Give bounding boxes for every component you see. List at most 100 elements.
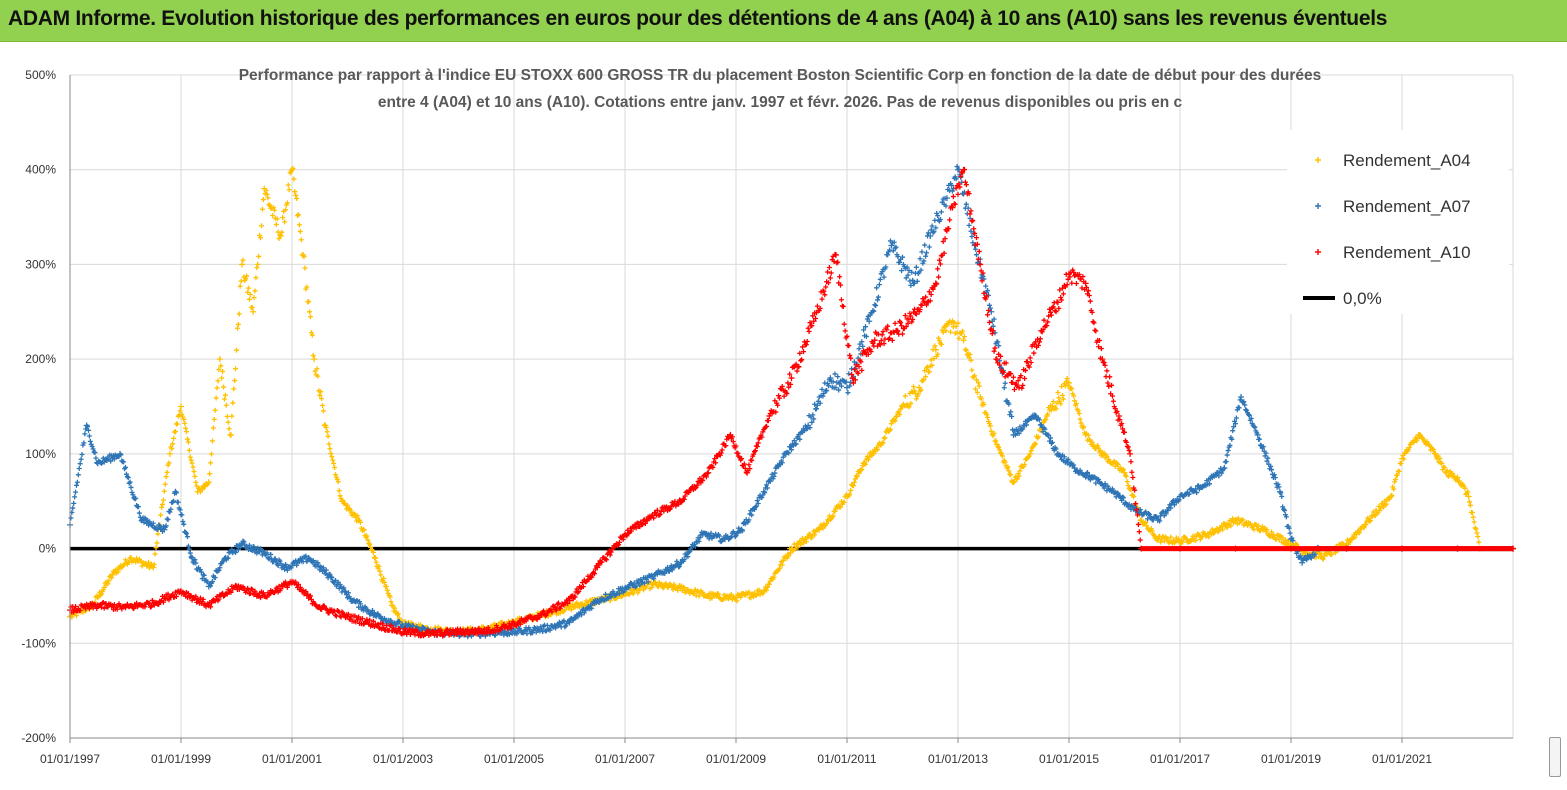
point-Rendement_A04 <box>1214 525 1220 531</box>
point-Rendement_A07 <box>1008 409 1014 415</box>
point-Rendement_A07 <box>918 267 924 273</box>
point-Rendement_A04 <box>896 409 902 415</box>
point-Rendement_A04 <box>213 395 219 401</box>
point-Rendement_A10 <box>985 312 991 318</box>
point-Rendement_A07 <box>284 567 290 573</box>
point-Rendement_A04 <box>1473 526 1479 532</box>
point-Rendement_A07 <box>811 416 817 422</box>
point-Rendement_A04 <box>1356 530 1362 536</box>
point-Rendement_A10 <box>784 391 790 397</box>
point-Rendement_A07 <box>347 596 353 602</box>
point-Rendement_A10 <box>946 226 952 232</box>
point-Rendement_A04 <box>160 501 165 507</box>
point-Rendement_A04 <box>304 284 310 290</box>
point-Rendement_A07 <box>1242 402 1248 408</box>
point-Rendement_A10 <box>970 218 976 224</box>
point-Rendement_A10 <box>868 349 874 355</box>
point-Rendement_A07 <box>1265 455 1271 461</box>
point-Rendement_A04 <box>1095 443 1101 449</box>
point-Rendement_A04 <box>314 366 320 372</box>
point-Rendement_A04 <box>115 569 121 575</box>
point-Rendement_A10 <box>924 302 930 308</box>
point-Rendement_A07 <box>912 280 918 286</box>
point-Rendement_A04 <box>974 377 979 383</box>
point-Rendement_A07 <box>968 228 974 234</box>
point-Rendement_A10 <box>259 593 265 599</box>
point-Rendement_A10 <box>552 604 558 610</box>
point-Rendement_A10 <box>1120 426 1126 432</box>
point-Rendement_A04 <box>1240 517 1246 523</box>
point-Rendement_A04 <box>145 562 151 568</box>
point-Rendement_A04 <box>812 532 818 538</box>
point-Rendement_A10 <box>733 443 739 449</box>
point-Rendement_A07 <box>721 536 727 542</box>
point-Rendement_A10 <box>343 615 349 621</box>
x-tick-label: 01/01/2001 <box>262 752 322 766</box>
y-tick-label: -100% <box>21 636 56 650</box>
point-Rendement_A04 <box>282 219 288 225</box>
point-Rendement_A07 <box>754 498 760 504</box>
point-Rendement_A04 <box>1017 468 1023 474</box>
point-Rendement_A10 <box>1056 305 1062 311</box>
point-Rendement_A07 <box>856 346 862 352</box>
point-Rendement_A04 <box>985 415 991 421</box>
point-Rendement_A07 <box>1233 421 1238 427</box>
point-Rendement_A04 <box>219 375 225 381</box>
point-Rendement_A10 <box>871 337 878 344</box>
point-Rendement_A07 <box>802 423 808 429</box>
point-Rendement_A07 <box>1065 456 1071 462</box>
point-Rendement_A04 <box>1264 527 1270 533</box>
point-Rendement_A07 <box>974 252 979 258</box>
point-Rendement_A04 <box>277 232 283 238</box>
point-Rendement_A04 <box>236 311 242 317</box>
point-Rendement_A04 <box>221 384 227 390</box>
point-Rendement_A10 <box>1069 280 1075 286</box>
resize-handle-icon[interactable] <box>1549 737 1561 777</box>
point-Rendement_A10 <box>1026 364 1032 370</box>
point-Rendement_A10 <box>94 605 100 611</box>
point-Rendement_A10 <box>961 167 967 173</box>
point-Rendement_A04 <box>388 599 394 605</box>
performance-chart: 500%400%300%200%100%0%-100%-200%01/01/19… <box>0 42 1567 790</box>
point-Rendement_A07 <box>1176 497 1182 503</box>
point-Rendement_A10 <box>580 584 586 590</box>
point-Rendement_A07 <box>852 366 858 372</box>
point-Rendement_A04 <box>776 565 782 571</box>
point-Rendement_A10 <box>1003 360 1009 366</box>
point-Rendement_A10 <box>877 342 883 348</box>
point-Rendement_A04 <box>209 451 215 457</box>
point-Rendement_A07 <box>123 464 128 470</box>
point-Rendement_A10 <box>957 184 963 190</box>
point-Rendement_A04 <box>1389 492 1395 498</box>
point-Rendement_A04 <box>1071 393 1077 399</box>
point-Rendement_A07 <box>1229 436 1235 442</box>
point-Rendement_A10 <box>1015 378 1021 384</box>
point-Rendement_A10 <box>555 600 561 606</box>
point-Rendement_A10 <box>851 366 857 372</box>
point-Rendement_A07 <box>863 333 869 339</box>
point-Rendement_A10 <box>1057 287 1063 293</box>
point-Rendement_A10 <box>1011 386 1017 392</box>
point-Rendement_A07 <box>874 285 880 291</box>
point-Rendement_A04 <box>1469 510 1475 516</box>
point-Rendement_A07 <box>1224 452 1230 458</box>
point-Rendement_A10 <box>173 594 179 600</box>
point-Rendement_A04 <box>320 403 326 409</box>
point-Rendement_A10 <box>438 627 444 633</box>
point-Rendement_A04 <box>1006 468 1012 474</box>
point-Rendement_A07 <box>199 576 205 582</box>
point-Rendement_A07 <box>732 534 738 540</box>
point-Rendement_A10 <box>934 281 940 287</box>
point-Rendement_A10 <box>441 632 447 638</box>
point-Rendement_A07 <box>1071 462 1077 468</box>
point-Rendement_A04 <box>164 469 170 475</box>
point-Rendement_A10 <box>185 590 191 596</box>
point-Rendement_A07 <box>685 554 691 560</box>
point-Rendement_A04 <box>1196 532 1201 538</box>
point-Rendement_A10 <box>905 320 911 326</box>
point-Rendement_A07 <box>697 535 703 541</box>
point-Rendement_A10 <box>676 501 682 507</box>
point-Rendement_A07 <box>844 384 850 391</box>
point-Rendement_A04 <box>271 207 277 213</box>
point-Rendement_A10 <box>825 269 831 275</box>
